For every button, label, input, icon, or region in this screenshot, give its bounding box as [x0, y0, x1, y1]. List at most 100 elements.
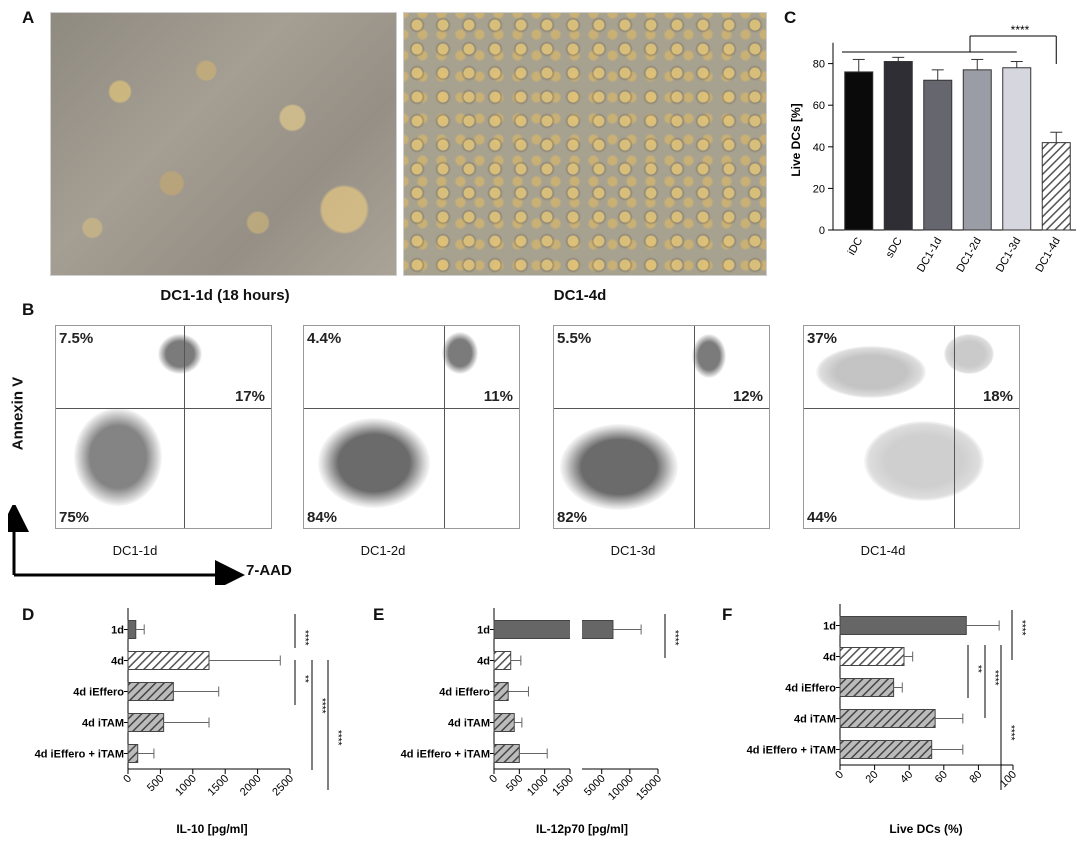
sig-stars: **** [1016, 620, 1027, 636]
bar-1d [839, 616, 967, 635]
category-label: 1d [111, 625, 124, 637]
flow-sample-name: DC1-2d [360, 543, 406, 558]
bar-1d [493, 620, 614, 639]
quadrant-pct-bl: 82% [557, 509, 588, 526]
panel-d-letter: D [22, 605, 35, 624]
gate-horizontal [304, 408, 519, 409]
axis-arrows [8, 505, 245, 585]
flow-population [560, 424, 678, 510]
chart-f: 1d 4d 4d iEffero 4d iTAM 4d iEffero + iTAM 0 2… [747, 604, 1027, 836]
category-label: 1d [477, 625, 490, 637]
sig-stars: **** [669, 630, 680, 646]
y-tick-label: 40 [813, 142, 825, 154]
x-tick-label: 1500 [550, 773, 576, 799]
gate-vertical [694, 326, 695, 528]
quadrant-pct-bl: 75% [59, 509, 90, 526]
gate-vertical [444, 326, 445, 528]
flow-population [442, 332, 478, 374]
bar-4d-itam [839, 709, 936, 728]
quadrant-pct-tl: 4.4% [307, 330, 342, 347]
x-axis-label: IL-12p70 [pg/ml] [536, 822, 628, 836]
flow-plot-4: 37% 18% 44% [803, 325, 1020, 529]
x-axis-label: Live DCs (%) [889, 822, 962, 836]
y-axis-label: Live DCs [%] [789, 103, 803, 176]
flow-population [816, 346, 926, 398]
flow-plot-3: 5.5% 12% 82% [553, 325, 770, 529]
x-tick-label: DC1-4d [1034, 236, 1063, 275]
x-tick-label: DC1-2d [955, 236, 984, 275]
flow-population [158, 334, 202, 374]
quadrant-pct-tl: 5.5% [557, 330, 592, 347]
sig-stars: **** [1005, 725, 1016, 741]
axis-break [570, 610, 582, 771]
gate-vertical [184, 326, 185, 528]
bar-4d [839, 647, 905, 666]
category-label: 4d [823, 652, 836, 664]
x-tick-label: 0 [121, 773, 134, 786]
panel-c-letter: C [784, 8, 797, 27]
flow-plot-1: 7.5% 17% 75% [55, 325, 272, 529]
x-tick-label: sDC [884, 235, 905, 260]
flow-population [944, 334, 994, 374]
bar-4d [127, 651, 210, 670]
x-tick-label: 10000 [606, 773, 636, 803]
bar-4d-ieffero [839, 678, 895, 697]
category-label: 4d iEffero + iTAM [401, 749, 490, 761]
caption-dc1-1d: DC1-1d (18 hours) [160, 287, 290, 304]
flow-population [74, 408, 162, 506]
chart-c: 0 20 40 60 80 Live DCs [%] iDC sDC DC1-1d DC1-2d D… [789, 23, 1076, 275]
category-label: 4d iTAM [448, 718, 490, 730]
gate-horizontal [56, 408, 271, 409]
y-tick-label: 20 [813, 183, 825, 195]
x-tick-label: 80 [967, 769, 984, 786]
annexin-axis-label: Annexin V [9, 376, 27, 451]
flow-plot-2: 4.4% 11% 84% [303, 325, 520, 529]
category-label: 4d iEffero [785, 683, 836, 695]
category-label: 4d iTAM [794, 714, 836, 726]
panel-a-letter: A [22, 8, 35, 27]
sig-stars: ** [972, 665, 983, 673]
chart-d: 1d 4d 4d iEffero 4d iTAM 4d iEffero + iTAM 0 5… [35, 608, 343, 836]
category-label: 4d iTAM [82, 718, 124, 730]
category-label: 4d iEffero + iTAM [747, 745, 836, 757]
panel-f-letter: F [722, 605, 733, 624]
category-label: 4d [111, 656, 124, 668]
category-label: 4d iEffero [73, 687, 124, 699]
7aad-axis-label: 7-AAD [246, 562, 292, 579]
flow-sample-name: DC1-1d [112, 543, 158, 558]
quadrant-pct-tr: 11% [483, 388, 513, 405]
sig-stars: **** [316, 698, 327, 714]
flow-sample-name: DC1-4d [860, 543, 906, 558]
caption-dc1-4d: DC1-4d [553, 287, 607, 304]
bar-dc1-4d [1041, 142, 1071, 231]
x-tick-label: 1000 [173, 773, 199, 799]
bar-4d-itam [493, 713, 515, 732]
sig-stars: **** [299, 630, 310, 646]
x-axis-label: IL-10 [pg/ml] [176, 822, 247, 836]
flow-sample-name: DC1-3d [610, 543, 656, 558]
x-tick-label: 2500 [270, 773, 296, 799]
x-tick-label: DC1-3d [994, 236, 1023, 275]
bar-dc1-1d [923, 79, 953, 231]
x-tick-label: 5000 [582, 773, 608, 799]
x-tick-label: 500 [145, 773, 166, 794]
quadrant-pct-tr: 18% [982, 388, 1013, 405]
bar-idc [844, 71, 874, 231]
x-tick-label: 60 [933, 769, 950, 786]
bar-4d [493, 651, 512, 670]
bar-dc1-3d [1002, 67, 1032, 231]
sig-stars: ** [299, 675, 310, 683]
x-tick-label: 0 [833, 769, 846, 782]
bar-4d-ieffero [493, 682, 509, 701]
y-tick-label: 0 [819, 225, 825, 237]
bar-4d-ieffero [127, 682, 174, 701]
bar-4d-ieffero-itam [127, 744, 139, 763]
x-tick-label: 15000 [634, 773, 664, 803]
quadrant-pct-tr: 12% [732, 388, 763, 405]
bar-dc1-2d [962, 69, 992, 231]
bar-4d-ieffero-itam [839, 740, 933, 759]
quadrant-pct-tl: 37% [807, 330, 838, 347]
flow-population [318, 418, 430, 508]
quadrant-pct-tl: 7.5% [59, 330, 94, 347]
